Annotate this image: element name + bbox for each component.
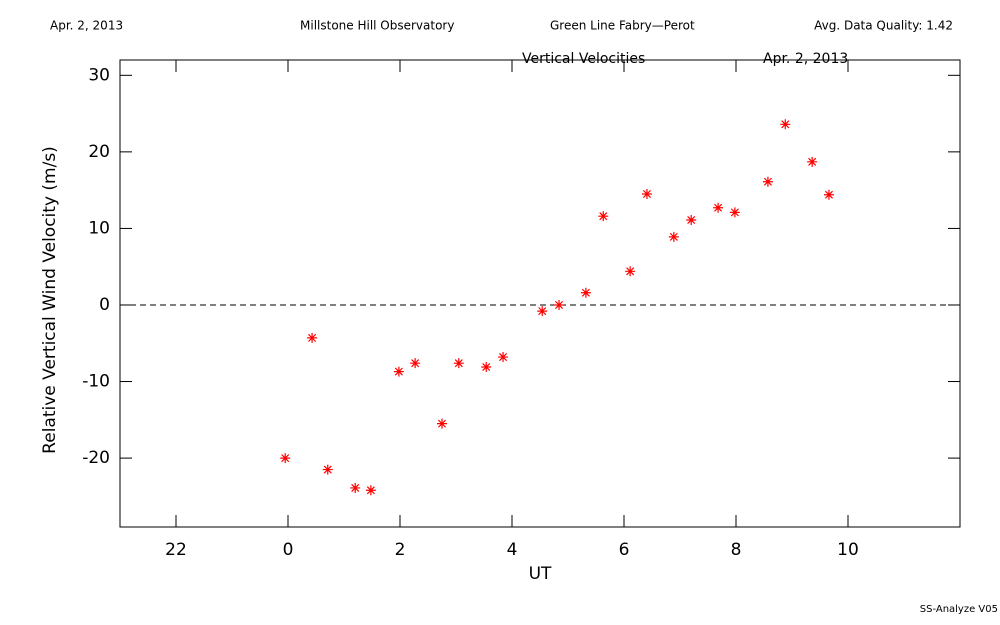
data-point (668, 231, 679, 242)
chart-title: Vertical Velocities (522, 51, 645, 67)
data-point (598, 211, 609, 222)
data-point (823, 189, 834, 200)
data-point (350, 482, 361, 493)
chart-subtitle: Apr. 2, 2013 (763, 51, 848, 67)
header-quality: Avg. Data Quality: 1.42 (814, 19, 953, 33)
x-tick-label: 8 (731, 540, 742, 560)
data-point (580, 287, 591, 298)
data-point (437, 418, 447, 429)
data-point (537, 306, 548, 317)
header-instrument: Green Line Fabry—Perot (550, 19, 695, 33)
data-point (322, 464, 333, 475)
data-point (641, 188, 652, 199)
data-point (762, 176, 773, 187)
data-point (393, 366, 404, 377)
x-axis-label: UT (529, 564, 552, 584)
x-tick-label: 4 (507, 540, 518, 560)
data-point (780, 119, 791, 130)
data-point (410, 358, 421, 369)
data-point (481, 361, 492, 372)
data-point (713, 202, 724, 213)
x-tick-label: 10 (837, 540, 859, 560)
footer: SS-Analyze V05 (920, 604, 998, 615)
x-tick-label: 22 (165, 540, 187, 560)
header-observatory: Millstone Hill Observatory (300, 19, 454, 33)
plot-frame (119, 59, 961, 528)
y-tick-label: 30 (88, 65, 110, 85)
y-tick-label: 10 (88, 218, 110, 238)
header-date: Apr. 2, 2013 (50, 19, 123, 33)
data-point (554, 299, 565, 310)
y-tick-label: -10 (82, 372, 110, 392)
data-point (686, 215, 697, 226)
y-axis-label: Relative Vertical Wind Velocity (m/s) (40, 146, 60, 454)
y-tick-label: 0 (99, 295, 110, 315)
x-tick-label: 0 (283, 540, 294, 560)
data-point (453, 358, 464, 369)
data-point (307, 332, 318, 343)
data-point (365, 485, 376, 496)
data-point (625, 266, 636, 277)
data-point (280, 453, 291, 464)
y-tick-label: -20 (82, 448, 110, 468)
data-point (729, 207, 740, 218)
y-tick-label: 20 (88, 142, 110, 162)
x-tick-label: 6 (619, 540, 630, 560)
data-point (807, 156, 818, 167)
x-tick-label: 2 (395, 540, 406, 560)
data-point (498, 352, 509, 363)
